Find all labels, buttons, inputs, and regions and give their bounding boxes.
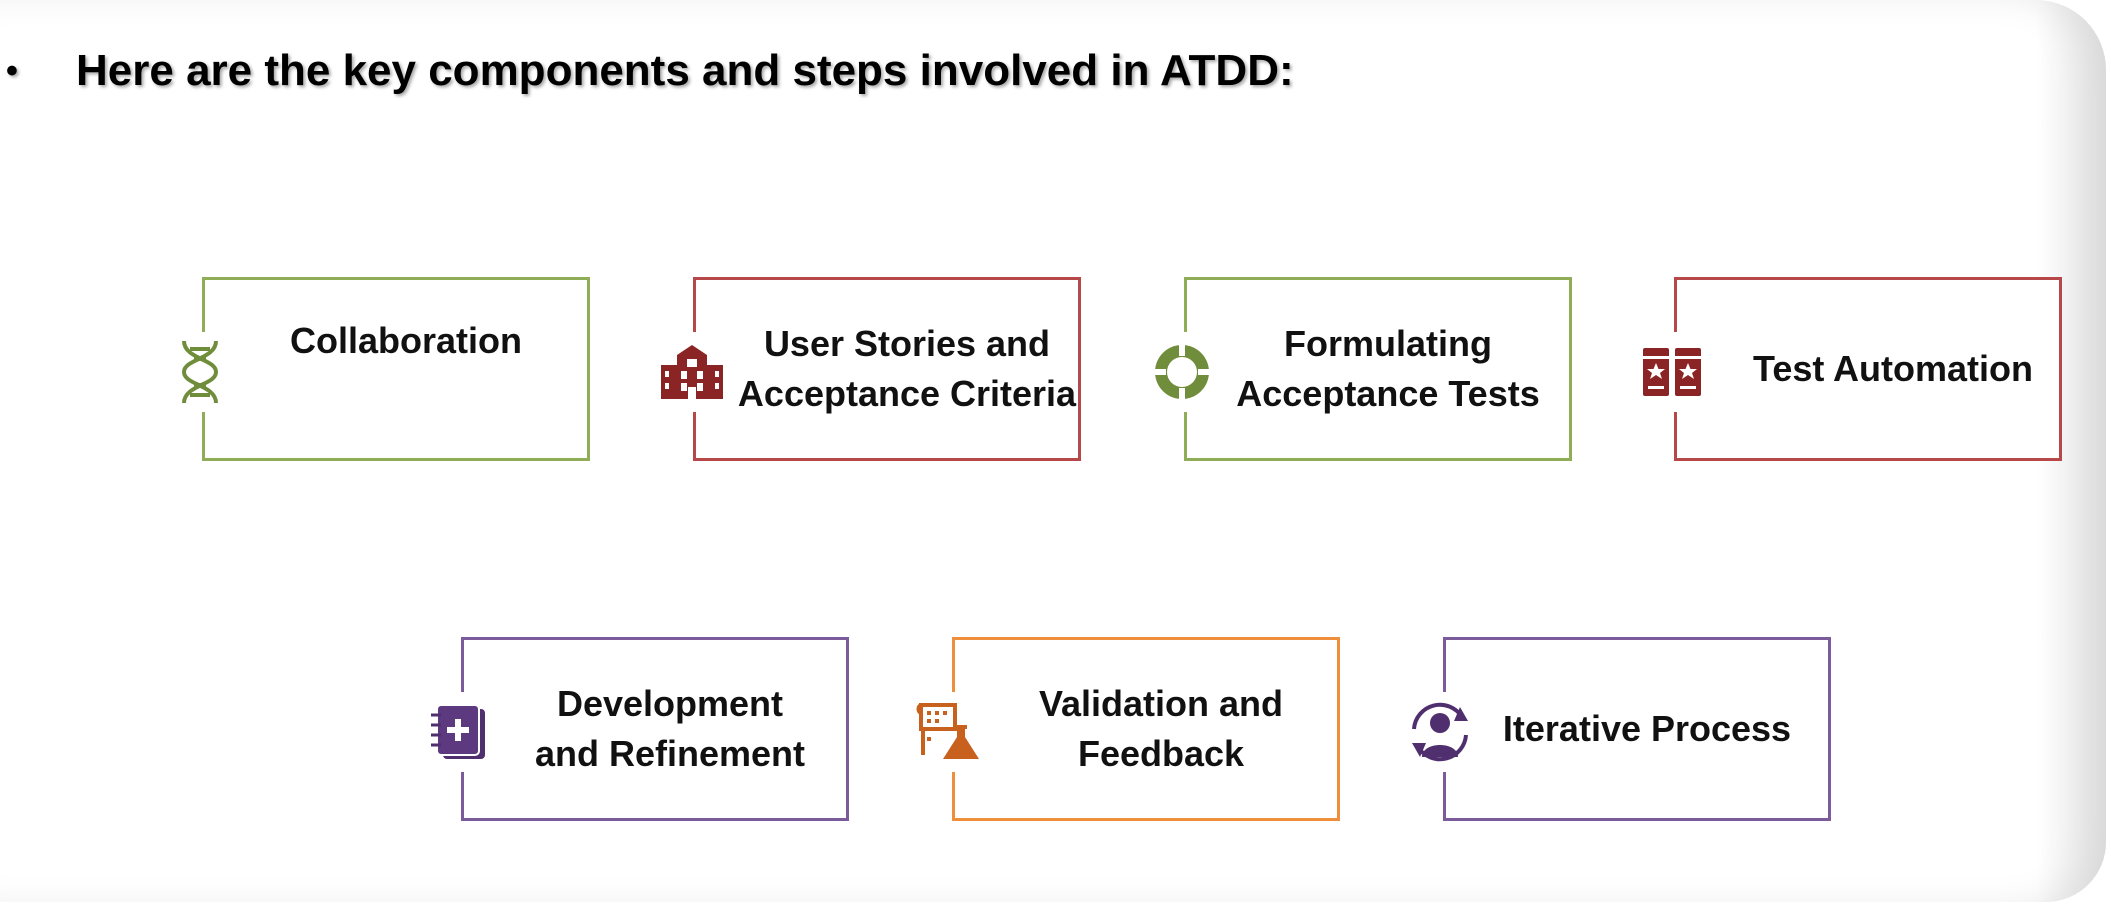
slide-heading: • Here are the key components and steps … bbox=[6, 46, 1294, 96]
step-label: Validation and Feedback bbox=[1038, 683, 1284, 774]
step-label: Formulating Acceptance Tests bbox=[1236, 323, 1540, 414]
heading-bullet: • bbox=[6, 51, 18, 90]
step-test-automation: Test Automation bbox=[1674, 277, 2062, 461]
step-formulating-tests: Formulating Acceptance Tests bbox=[1184, 277, 1572, 461]
dna-icon bbox=[160, 332, 240, 412]
step-iterative-process: Iterative Process bbox=[1443, 637, 1831, 821]
step-collaboration: Collaboration bbox=[202, 277, 590, 461]
heading-text: Here are the key components and steps in… bbox=[76, 46, 1294, 95]
star-cards-icon bbox=[1632, 332, 1712, 412]
step-development: Development and Refinement bbox=[461, 637, 849, 821]
lab-flask-icon bbox=[910, 692, 990, 772]
step-label: User Stories and Acceptance Criteria bbox=[737, 323, 1077, 414]
step-label: Iterative Process bbox=[1502, 708, 1792, 749]
step-label: Development and Refinement bbox=[534, 683, 806, 774]
step-label: Test Automation bbox=[1753, 348, 2033, 389]
user-cycle-icon bbox=[1400, 692, 1480, 772]
step-validation: Validation and Feedback bbox=[952, 637, 1340, 821]
step-user-stories: User Stories and Acceptance Criteria bbox=[693, 277, 1081, 461]
lifebuoy-icon bbox=[1142, 332, 1222, 412]
notebook-plus-icon bbox=[420, 692, 500, 772]
building-icon bbox=[652, 332, 732, 412]
step-label: Collaboration bbox=[290, 320, 522, 361]
